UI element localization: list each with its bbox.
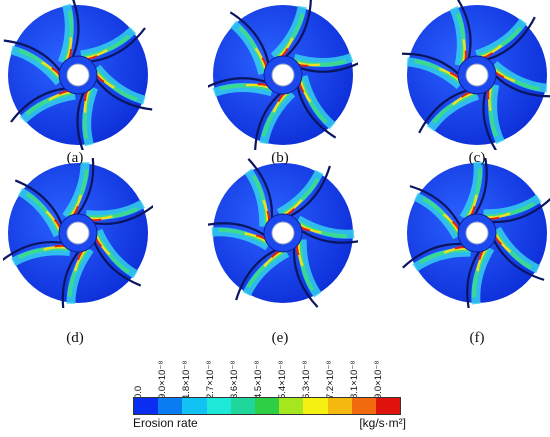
legend-tick: 8.1×10⁻⁸ [349, 360, 360, 399]
legend-title: Erosion rate [133, 416, 198, 430]
impeller-panel-a [3, 0, 153, 150]
colorbar-swatch [134, 398, 159, 414]
legend-tick: 3.6×10⁻⁸ [229, 360, 240, 399]
legend-tick: 1.8×10⁻⁸ [181, 360, 192, 399]
colorbar-swatch [230, 398, 255, 414]
colorbar-swatch [351, 398, 376, 414]
colorbar-swatch [279, 398, 304, 414]
panel-caption: (e) [271, 330, 289, 346]
colorbar-swatch [158, 398, 183, 414]
legend-unit: [kg/s·m²] [359, 416, 406, 430]
impeller-image [208, 158, 358, 308]
panel-caption: (d) [66, 330, 84, 346]
colorbar-swatch [206, 398, 231, 414]
colorbar-swatch [303, 398, 328, 414]
colorbar [133, 397, 402, 415]
panel-caption: (b) [271, 150, 289, 166]
panel-caption: (c) [468, 150, 486, 166]
impeller-image [402, 0, 550, 150]
impeller-image [208, 0, 358, 150]
impeller-image [3, 0, 153, 150]
legend-tick: 4.5×10⁻⁸ [253, 360, 264, 399]
impeller-image [3, 158, 153, 308]
panel-caption: (a) [66, 150, 84, 166]
colorbar-swatch [375, 398, 401, 414]
legend-tick: 6.3×10⁻⁸ [301, 360, 312, 399]
impeller-image [402, 158, 550, 308]
panel-caption: (f) [469, 330, 485, 346]
legend-tick: 9.0×10⁻⁸ [157, 360, 168, 399]
colorbar-swatch [327, 398, 352, 414]
legend-tick: 7.2×10⁻⁸ [325, 360, 336, 399]
impeller-panel-e [208, 158, 358, 308]
colorbar-legend: 0.0 9.0×10⁻⁸ 1.8×10⁻⁸ 2.7×10⁻⁸ 3.6×10⁻⁸ … [130, 345, 420, 437]
legend-tick: 5.4×10⁻⁸ [277, 360, 288, 399]
legend-tick: 9.0×10⁻⁸ [373, 360, 384, 399]
colorbar-swatch [182, 398, 207, 414]
impeller-panel-b [208, 0, 358, 150]
colorbar-swatch [254, 398, 280, 414]
legend-tick: 2.7×10⁻⁸ [205, 360, 216, 399]
impeller-panel-f [402, 158, 550, 308]
impeller-panel-d [3, 158, 153, 308]
impeller-panel-c [402, 0, 550, 150]
